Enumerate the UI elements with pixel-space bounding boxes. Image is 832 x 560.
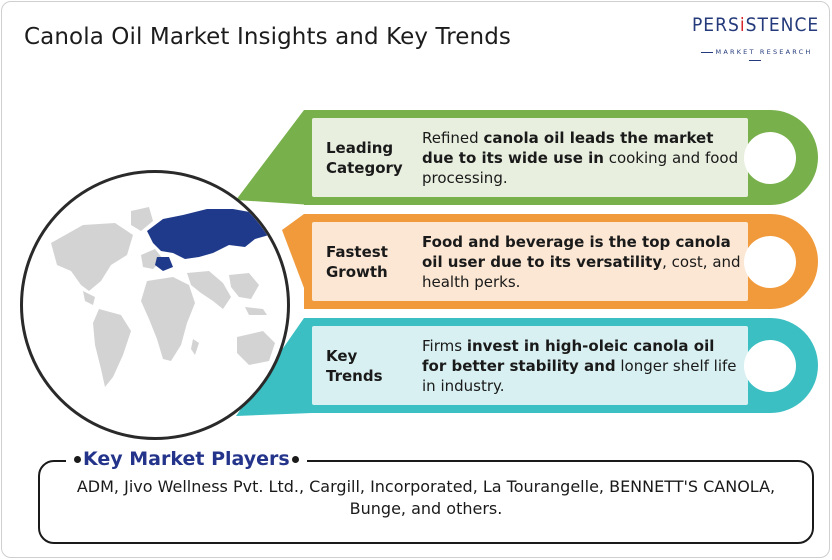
- insight-label: Leading Category: [326, 138, 403, 177]
- circle-marker-icon: [744, 132, 796, 184]
- insight-label: Key Trends: [326, 346, 383, 385]
- world-map-icon: [51, 207, 275, 387]
- insight-description: Firms invest in high-oleic canola oil fo…: [422, 336, 737, 395]
- insight-description: Refined canola oil leads the market due …: [422, 128, 739, 187]
- circle-marker-icon: [744, 340, 796, 392]
- insight-label: Fastest Growth: [326, 242, 388, 281]
- world-map-globe: [20, 170, 290, 440]
- insight-description: Food and beverage is the top canola oil …: [422, 232, 741, 291]
- bullet-dot-icon: [74, 456, 81, 463]
- key-players-title: Key Market Players: [66, 448, 307, 470]
- key-players-box: [38, 460, 814, 544]
- insight-card-key-trends: Key Trends Firms invest in high-oleic can…: [304, 318, 818, 413]
- logo-wordmark: PERSiSTENCE: [692, 14, 820, 36]
- insight-card-leading-category: Leading Category Refined canola oil leads…: [304, 110, 818, 205]
- key-players-list: ADM, Jivo Wellness Pvt. Ltd., Cargill, I…: [76, 477, 776, 518]
- persistence-logo: PERSiSTENCE MARKET RESEARCH: [692, 14, 818, 60]
- circle-marker-icon: [744, 236, 796, 288]
- page-title: Canola Oil Market Insights and Key Trend…: [24, 24, 512, 50]
- insight-card-fastest-growth: Fastest Growth Food and beverage is the t…: [304, 214, 818, 309]
- logo-subtitle: MARKET RESEARCH: [692, 48, 818, 64]
- bullet-dot-icon: [291, 456, 299, 463]
